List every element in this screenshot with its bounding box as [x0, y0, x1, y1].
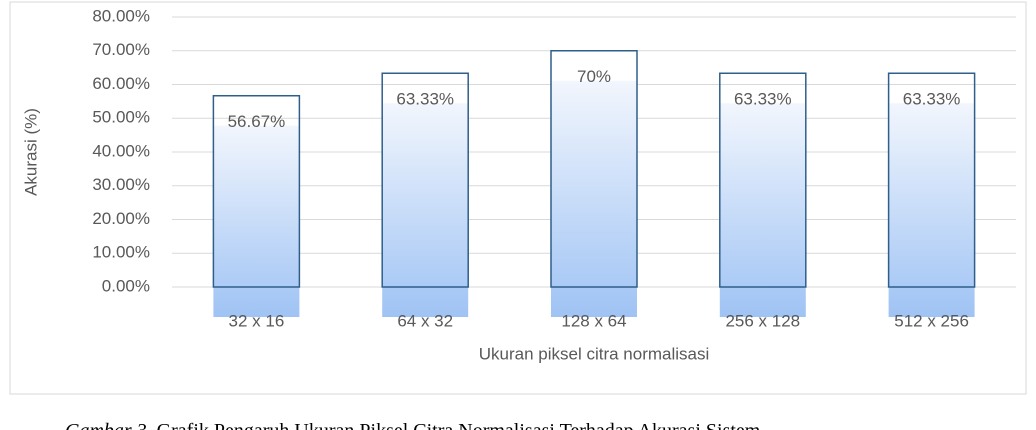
data-label: 63.33%	[903, 90, 961, 109]
x-tick-label: 128 x 64	[561, 311, 626, 330]
x-tick-label: 32 x 16	[229, 311, 285, 330]
bar	[212, 94, 301, 288]
data-label: 63.33%	[396, 90, 454, 109]
bar	[550, 50, 638, 288]
x-tick-label: 512 x 256	[894, 311, 969, 330]
x-tick-label: 256 x 128	[725, 311, 800, 330]
y-tick-label: 70.00%	[92, 40, 150, 59]
data-label: 63.33%	[734, 90, 792, 109]
y-tick-label: 30.00%	[92, 175, 150, 194]
y-tick-label: 60.00%	[92, 74, 150, 93]
data-label: 70%	[577, 67, 611, 86]
bar-fill	[213, 125, 300, 318]
x-axis-title: Ukuran piksel citra normalisasi	[479, 344, 710, 363]
bar-fill	[382, 103, 469, 317]
caption-label: Gambar 3.	[65, 420, 152, 430]
y-tick-label: 50.00%	[92, 108, 150, 127]
y-tick-label: 80.00%	[92, 6, 150, 25]
x-tick-label: 64 x 32	[397, 311, 453, 330]
y-tick-label: 40.00%	[92, 141, 150, 160]
y-tick-label: 10.00%	[92, 243, 150, 262]
bar	[887, 72, 976, 288]
y-tick-label: 0.00%	[102, 276, 150, 295]
bar-fill	[551, 80, 637, 317]
bar-fill	[719, 103, 806, 317]
data-label: 56.67%	[228, 112, 286, 131]
caption: Gambar 3. Grafik Pengaruh Ukuran Piksel …	[65, 420, 761, 430]
bar	[381, 72, 469, 288]
bar-fill	[888, 103, 975, 317]
chart-border	[9, 1, 1027, 395]
bar	[719, 72, 807, 288]
y-tick-label: 20.00%	[92, 209, 150, 228]
caption-text: Grafik Pengaruh Ukuran Piksel Citra Norm…	[157, 420, 761, 430]
y-axis-title: Akurasi (%)	[21, 108, 40, 196]
